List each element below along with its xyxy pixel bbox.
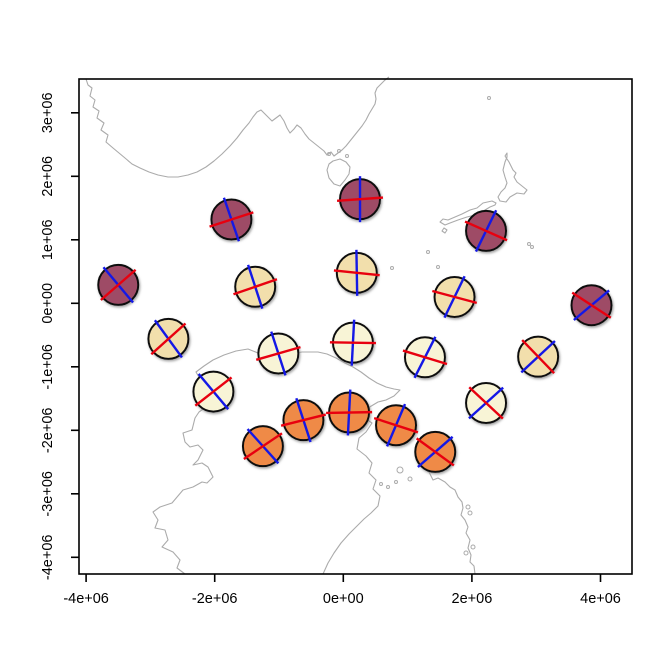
data-glyph [517, 335, 560, 378]
glyph-red-axis-line [464, 220, 508, 242]
glyph-red-axis-line [571, 291, 612, 319]
data-glyph [329, 319, 376, 366]
coastline-path [326, 158, 351, 187]
island-outline [386, 485, 390, 489]
data-glyph [326, 389, 373, 436]
data-glyph [432, 275, 478, 319]
axes-layer: -4e+06 -2e+06 0e+00 2e+06 4e+06 -4e+06 -3e+06 -… [40, 78, 633, 607]
data-glyph [402, 336, 448, 379]
data-glyph [255, 331, 301, 376]
x-tick-label: 2e+06 [452, 591, 493, 607]
x-tick-label: -2e+06 [192, 591, 238, 607]
glyph-red-axis-line [432, 289, 478, 305]
glyph-red-axis-line [280, 413, 327, 427]
glyph-layer [97, 176, 613, 473]
glyph-red-axis-line [521, 339, 555, 375]
data-glyph [333, 249, 380, 296]
y-tick-label: 2e+06 [40, 156, 56, 197]
y-tick-label: -4e+06 [40, 535, 56, 581]
island-outline [394, 480, 398, 484]
island-outline [530, 245, 534, 249]
coastline-path [286, 351, 401, 575]
data-glyph [241, 425, 284, 468]
y-tick-label: -3e+06 [40, 471, 56, 517]
island-outline [345, 154, 349, 158]
island-outline [327, 152, 331, 156]
x-tick-label: 0e+00 [323, 591, 364, 607]
data-glyph [147, 317, 190, 360]
island-outline [337, 149, 341, 153]
glyph-red-axis-line [336, 196, 384, 202]
island-outline [396, 466, 404, 474]
x-tick-label: 4e+06 [580, 591, 621, 607]
glyph-red-axis-line [233, 278, 278, 296]
glyph-red-axis-line [468, 386, 504, 420]
island-outline [470, 544, 476, 550]
glyph-red-axis-line [402, 349, 448, 366]
island-outline [463, 550, 469, 556]
data-glyph [280, 397, 327, 443]
glyph-red-axis-line [100, 268, 137, 301]
data-glyph [414, 430, 457, 473]
island-outline [465, 504, 471, 510]
island-outline [407, 476, 413, 482]
glyph-red-axis-line [150, 322, 187, 356]
data-glyph [373, 403, 419, 447]
data-glyph [336, 176, 384, 223]
data-glyph [192, 370, 235, 413]
y-tick-label: 3e+06 [40, 92, 56, 133]
coastline-path [497, 152, 528, 203]
plot-border [78, 78, 633, 575]
data-glyph [97, 263, 140, 306]
y-tick-label: 1e+06 [40, 219, 56, 260]
island-outline [487, 96, 491, 100]
glyph-red-axis-line [373, 416, 419, 434]
glyph-red-axis-line [329, 341, 376, 345]
coastline-path [427, 469, 476, 575]
data-glyph [570, 284, 613, 327]
y-tick-label: 0e+00 [40, 283, 56, 324]
data-glyph [464, 209, 508, 253]
island-outline [436, 265, 440, 269]
island-outline [379, 482, 383, 486]
y-tick-label: -1e+06 [40, 344, 56, 390]
glyph-red-axis-line [255, 345, 301, 361]
data-glyph [209, 197, 254, 242]
coastline-path [85, 76, 390, 178]
glyph-red-axis-line [415, 437, 455, 467]
glyph-red-axis-line [333, 269, 380, 277]
glyph-red-axis-line [243, 432, 283, 461]
data-glyph [233, 264, 278, 310]
x-tick-label: -4e+06 [63, 591, 109, 607]
y-tick-label: -2e+06 [40, 408, 56, 454]
island-outline [426, 250, 430, 254]
island-outline [467, 510, 473, 516]
coastline-path [152, 348, 288, 575]
island-outline [527, 242, 531, 246]
coastline-path [441, 227, 448, 234]
glyph-red-axis-line [209, 211, 254, 228]
glyph-red-axis-line [194, 376, 233, 407]
island-outline [390, 266, 394, 270]
glyph-red-axis-line [326, 410, 373, 415]
data-glyph [465, 381, 508, 424]
